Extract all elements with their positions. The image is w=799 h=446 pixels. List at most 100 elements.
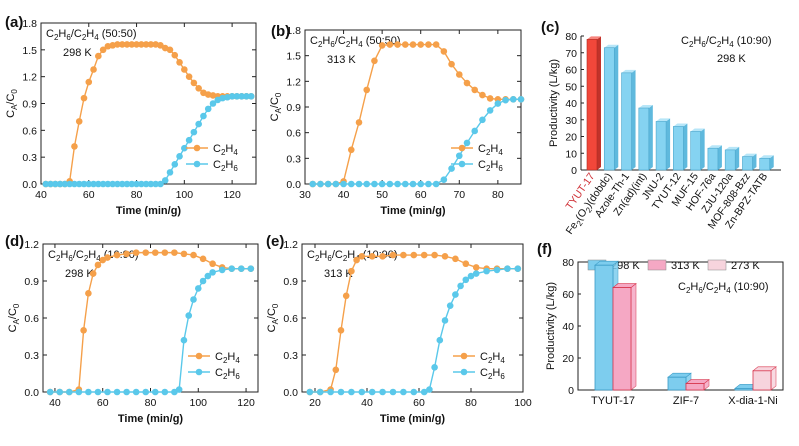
- panel-label: (a): [5, 14, 23, 31]
- data-point: [89, 270, 97, 277]
- data-point: [317, 180, 324, 188]
- bar: [621, 72, 632, 171]
- bar: [667, 376, 687, 391]
- data-point: [348, 388, 355, 396]
- data-point: [368, 253, 376, 260]
- temperature-annotation: 313 K: [324, 268, 353, 280]
- x-tick-label: 80: [465, 397, 477, 409]
- y-tick-label: 0.3: [22, 152, 37, 164]
- legend-marker: [195, 368, 203, 376]
- y-tick-label: 40: [565, 98, 577, 110]
- data-point: [431, 251, 438, 259]
- bar-top: [638, 105, 653, 109]
- bar-top: [587, 36, 601, 40]
- data-point: [95, 52, 102, 60]
- y-tick-label: 10: [565, 148, 577, 160]
- data-point: [147, 41, 155, 48]
- data-point: [479, 116, 486, 124]
- x-tick-label: 80: [131, 189, 143, 201]
- data-point: [85, 180, 93, 188]
- data-point: [417, 180, 425, 188]
- data-point: [455, 152, 463, 160]
- mixture-annotation: C2H6/C2H4 (10:90): [678, 281, 769, 295]
- bar-top: [725, 146, 740, 150]
- y-tick-label: 0.6: [283, 313, 298, 325]
- panel-label: (d): [5, 233, 24, 250]
- y-tick-label: 0.3: [24, 350, 39, 362]
- data-point: [348, 267, 355, 275]
- bar-side: [666, 118, 671, 170]
- data-point: [409, 41, 417, 48]
- data-point: [114, 41, 121, 48]
- data-point: [467, 272, 475, 280]
- x-tick-label: 100: [176, 189, 194, 201]
- bar: [586, 39, 598, 171]
- data-point: [472, 264, 480, 271]
- data-point: [66, 180, 73, 188]
- bar: [759, 157, 771, 171]
- data-point: [199, 255, 207, 263]
- data-point: [400, 251, 407, 259]
- temperature-annotation: 298 K: [65, 268, 94, 280]
- category-label: Fe2(O2)(dobdc): [564, 171, 617, 238]
- y-tick-label: 1.2: [24, 239, 39, 251]
- bar: [603, 47, 615, 171]
- legend-label: 273 K: [731, 260, 760, 272]
- bar: [594, 264, 614, 391]
- data-point: [502, 96, 509, 104]
- data-point: [463, 79, 471, 87]
- bar-side: [752, 153, 757, 170]
- data-point: [142, 180, 150, 188]
- data-point: [479, 91, 486, 99]
- data-point: [80, 327, 87, 334]
- bar: [734, 387, 754, 391]
- panel-f: (f) 0 20 40 60 80 Productivity (L/kg) C2H6/C2H4…: [537, 241, 784, 407]
- bar-side: [631, 69, 636, 170]
- data-point: [431, 364, 438, 371]
- x-axis-title: Time (min/g): [380, 205, 446, 217]
- data-point: [142, 41, 150, 48]
- series-line-c2h4: [312, 43, 521, 185]
- data-point: [85, 388, 92, 396]
- data-point: [448, 60, 455, 68]
- y-tick-label: 0.0: [22, 179, 37, 191]
- data-point: [71, 180, 78, 188]
- data-point: [455, 71, 463, 78]
- data-point: [75, 388, 83, 396]
- y-tick-label: 0.0: [24, 387, 39, 399]
- legend-label: C2H6: [480, 367, 505, 381]
- data-point: [180, 250, 188, 258]
- bar-side: [648, 105, 653, 170]
- category-label: ZIF-7: [673, 395, 699, 407]
- data-point: [504, 265, 511, 272]
- temperature-annotation: 298 K: [63, 47, 92, 59]
- data-point: [152, 180, 159, 188]
- y-tick-label: 0.9: [283, 276, 298, 288]
- data-point: [204, 105, 212, 113]
- data-point: [142, 249, 150, 256]
- data-point: [209, 269, 216, 276]
- y-tick-label: 0.6: [22, 125, 37, 137]
- data-point: [151, 388, 159, 396]
- data-point: [204, 272, 212, 280]
- x-tick-label: 40: [361, 397, 373, 409]
- bar: [612, 287, 632, 391]
- x-tick-label: 20: [309, 397, 321, 409]
- data-point: [394, 180, 401, 188]
- y-axis-title: Productivity (L/kg): [545, 282, 557, 370]
- y-tick-label: 0.3: [286, 153, 301, 165]
- bar-top: [742, 153, 757, 157]
- panel-a: (a) 0.0 0.3 0.6 0.9 1.2 1.5 1.8 40 60 80 100 120 Time…: [5, 14, 257, 217]
- data-point: [394, 41, 401, 48]
- data-point: [90, 180, 97, 188]
- data-point: [420, 388, 428, 396]
- data-point: [494, 100, 502, 107]
- bar-top: [759, 155, 774, 159]
- data-point: [176, 152, 183, 160]
- data-point: [358, 388, 366, 396]
- legend-label: C2H6: [478, 159, 503, 173]
- bar-side: [614, 44, 619, 170]
- data-point: [151, 249, 159, 256]
- y-tick-label: 0.9: [24, 276, 39, 288]
- data-point: [332, 180, 340, 188]
